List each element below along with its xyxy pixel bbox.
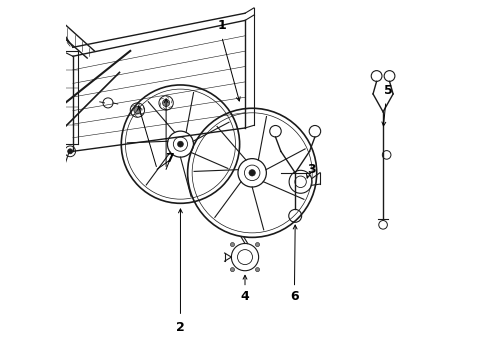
Circle shape — [249, 170, 255, 176]
Text: 3: 3 — [307, 163, 316, 176]
Text: 4: 4 — [241, 290, 249, 303]
Circle shape — [230, 243, 235, 247]
Circle shape — [68, 149, 73, 154]
Circle shape — [230, 267, 235, 272]
Text: 7: 7 — [165, 152, 174, 165]
Text: 2: 2 — [176, 320, 185, 333]
Circle shape — [163, 99, 170, 107]
Circle shape — [255, 243, 260, 247]
Text: 5: 5 — [384, 84, 393, 97]
Text: 6: 6 — [290, 290, 299, 303]
Circle shape — [255, 267, 260, 272]
Circle shape — [177, 141, 183, 147]
Circle shape — [134, 107, 141, 114]
Text: 1: 1 — [218, 19, 226, 32]
